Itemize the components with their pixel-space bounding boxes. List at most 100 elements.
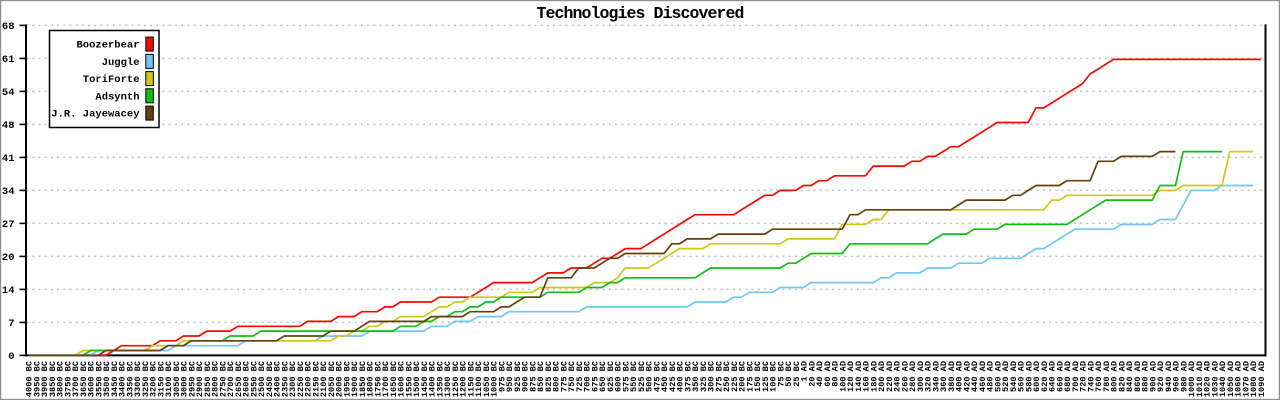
svg-text:725 BC: 725 BC — [575, 361, 585, 392]
svg-text:4000 BC: 4000 BC — [25, 361, 35, 397]
svg-text:1700 BC: 1700 BC — [381, 361, 391, 397]
svg-text:3150 BC: 3150 BC — [156, 361, 166, 397]
svg-text:1350 BC: 1350 BC — [435, 361, 445, 397]
svg-text:240 AD: 240 AD — [893, 361, 903, 392]
svg-text:3200 BC: 3200 BC — [149, 361, 159, 397]
svg-text:2900 BC: 2900 BC — [195, 361, 205, 397]
svg-text:780 AD: 780 AD — [1102, 361, 1112, 392]
svg-text:3550 BC: 3550 BC — [95, 361, 105, 397]
svg-text:40 AD: 40 AD — [815, 361, 825, 387]
svg-text:20 AD: 20 AD — [808, 361, 818, 387]
svg-text:675 BC: 675 BC — [591, 361, 601, 392]
svg-text:1010 AD: 1010 AD — [1195, 361, 1205, 397]
svg-text:Juggle: Juggle — [102, 57, 140, 69]
svg-text:200 AD: 200 AD — [877, 361, 887, 392]
svg-text:160 AD: 160 AD — [862, 361, 872, 392]
svg-text:660 AD: 660 AD — [1056, 361, 1066, 392]
svg-text:650 BC: 650 BC — [598, 361, 608, 392]
svg-text:1080 AD: 1080 AD — [1249, 361, 1259, 397]
svg-text:2950 BC: 2950 BC — [187, 361, 197, 397]
svg-text:2350 BC: 2350 BC — [280, 361, 290, 397]
svg-text:25 BC: 25 BC — [792, 361, 802, 387]
svg-text:3250 BC: 3250 BC — [141, 361, 151, 397]
svg-text:68: 68 — [2, 21, 15, 33]
svg-text:700 BC: 700 BC — [583, 361, 593, 392]
svg-text:300 BC: 300 BC — [707, 361, 717, 392]
svg-text:975 BC: 975 BC — [497, 361, 507, 392]
svg-text:3300 BC: 3300 BC — [133, 361, 143, 397]
svg-text:J.R. Jayewacey: J.R. Jayewacey — [51, 109, 140, 121]
svg-text:420 AD: 420 AD — [963, 361, 973, 392]
svg-text:325 BC: 325 BC — [699, 361, 709, 392]
svg-text:980 AD: 980 AD — [1180, 361, 1190, 392]
svg-text:1750 BC: 1750 BC — [373, 361, 383, 397]
svg-text:2550 BC: 2550 BC — [249, 361, 259, 397]
svg-text:80 AD: 80 AD — [831, 361, 841, 387]
svg-text:1060 AD: 1060 AD — [1234, 361, 1244, 397]
svg-text:61: 61 — [2, 54, 15, 66]
svg-text:140 AD: 140 AD — [854, 361, 864, 392]
svg-text:1900 BC: 1900 BC — [350, 361, 360, 397]
svg-text:460 AD: 460 AD — [978, 361, 988, 392]
svg-text:520 AD: 520 AD — [1001, 361, 1011, 392]
svg-text:100 BC: 100 BC — [769, 361, 779, 392]
svg-text:1050 BC: 1050 BC — [482, 361, 492, 397]
svg-text:750 BC: 750 BC — [567, 361, 577, 392]
svg-text:640 AD: 640 AD — [1048, 361, 1058, 392]
svg-text:625 BC: 625 BC — [606, 361, 616, 392]
svg-text:Boozerbear: Boozerbear — [76, 40, 139, 52]
svg-text:760 AD: 760 AD — [1094, 361, 1104, 392]
svg-text:875 BC: 875 BC — [529, 361, 539, 392]
svg-text:3950 BC: 3950 BC — [33, 361, 43, 397]
svg-text:1020 AD: 1020 AD — [1203, 361, 1213, 397]
svg-text:380 AD: 380 AD — [947, 361, 957, 392]
svg-text:350 BC: 350 BC — [691, 361, 701, 392]
svg-text:775 BC: 775 BC — [560, 361, 570, 392]
svg-text:820 AD: 820 AD — [1118, 361, 1128, 392]
svg-text:48: 48 — [2, 120, 15, 132]
svg-text:200 BC: 200 BC — [738, 361, 748, 392]
svg-text:740 AD: 740 AD — [1087, 361, 1097, 392]
svg-text:2150 BC: 2150 BC — [311, 361, 321, 397]
svg-text:3000 BC: 3000 BC — [180, 361, 190, 397]
svg-text:3650 BC: 3650 BC — [79, 361, 89, 397]
svg-text:3750 BC: 3750 BC — [64, 361, 74, 397]
svg-text:800 AD: 800 AD — [1110, 361, 1120, 392]
svg-text:2200 BC: 2200 BC — [304, 361, 314, 397]
svg-text:920 AD: 920 AD — [1156, 361, 1166, 392]
svg-text:0: 0 — [8, 351, 14, 363]
svg-text:560 AD: 560 AD — [1017, 361, 1027, 392]
svg-text:125 BC: 125 BC — [761, 361, 771, 392]
svg-text:950 BC: 950 BC — [505, 361, 515, 392]
svg-text:580 AD: 580 AD — [1025, 361, 1035, 392]
svg-text:360 AD: 360 AD — [939, 361, 949, 392]
svg-text:3850 BC: 3850 BC — [48, 361, 58, 397]
svg-text:850 BC: 850 BC — [536, 361, 546, 392]
svg-text:1800 BC: 1800 BC — [366, 361, 376, 397]
svg-text:1050 AD: 1050 AD — [1226, 361, 1236, 397]
svg-text:1000 AD: 1000 AD — [1187, 361, 1197, 397]
svg-text:50 BC: 50 BC — [784, 361, 794, 387]
svg-text:27: 27 — [2, 219, 15, 231]
svg-text:220 AD: 220 AD — [885, 361, 895, 392]
svg-text:180 AD: 180 AD — [870, 361, 880, 392]
svg-text:2850 BC: 2850 BC — [203, 361, 213, 397]
svg-text:3900 BC: 3900 BC — [40, 361, 50, 397]
svg-text:1200 BC: 1200 BC — [459, 361, 469, 397]
svg-text:680 AD: 680 AD — [1063, 361, 1073, 392]
svg-text:225 BC: 225 BC — [730, 361, 740, 392]
svg-text:525 BC: 525 BC — [637, 361, 647, 392]
svg-text:2650 BC: 2650 BC — [234, 361, 244, 397]
svg-text:440 AD: 440 AD — [970, 361, 980, 392]
svg-text:620 AD: 620 AD — [1040, 361, 1050, 392]
svg-text:1070 AD: 1070 AD — [1242, 361, 1252, 397]
svg-text:3400 BC: 3400 BC — [118, 361, 128, 397]
svg-text:120 AD: 120 AD — [846, 361, 856, 392]
svg-text:1030 AD: 1030 AD — [1211, 361, 1221, 397]
svg-text:3050 BC: 3050 BC — [172, 361, 182, 397]
svg-text:3700 BC: 3700 BC — [71, 361, 81, 397]
svg-text:2700 BC: 2700 BC — [226, 361, 236, 397]
svg-text:1950 BC: 1950 BC — [342, 361, 352, 397]
svg-text:1040 AD: 1040 AD — [1218, 361, 1228, 397]
svg-text:3600 BC: 3600 BC — [87, 361, 97, 397]
